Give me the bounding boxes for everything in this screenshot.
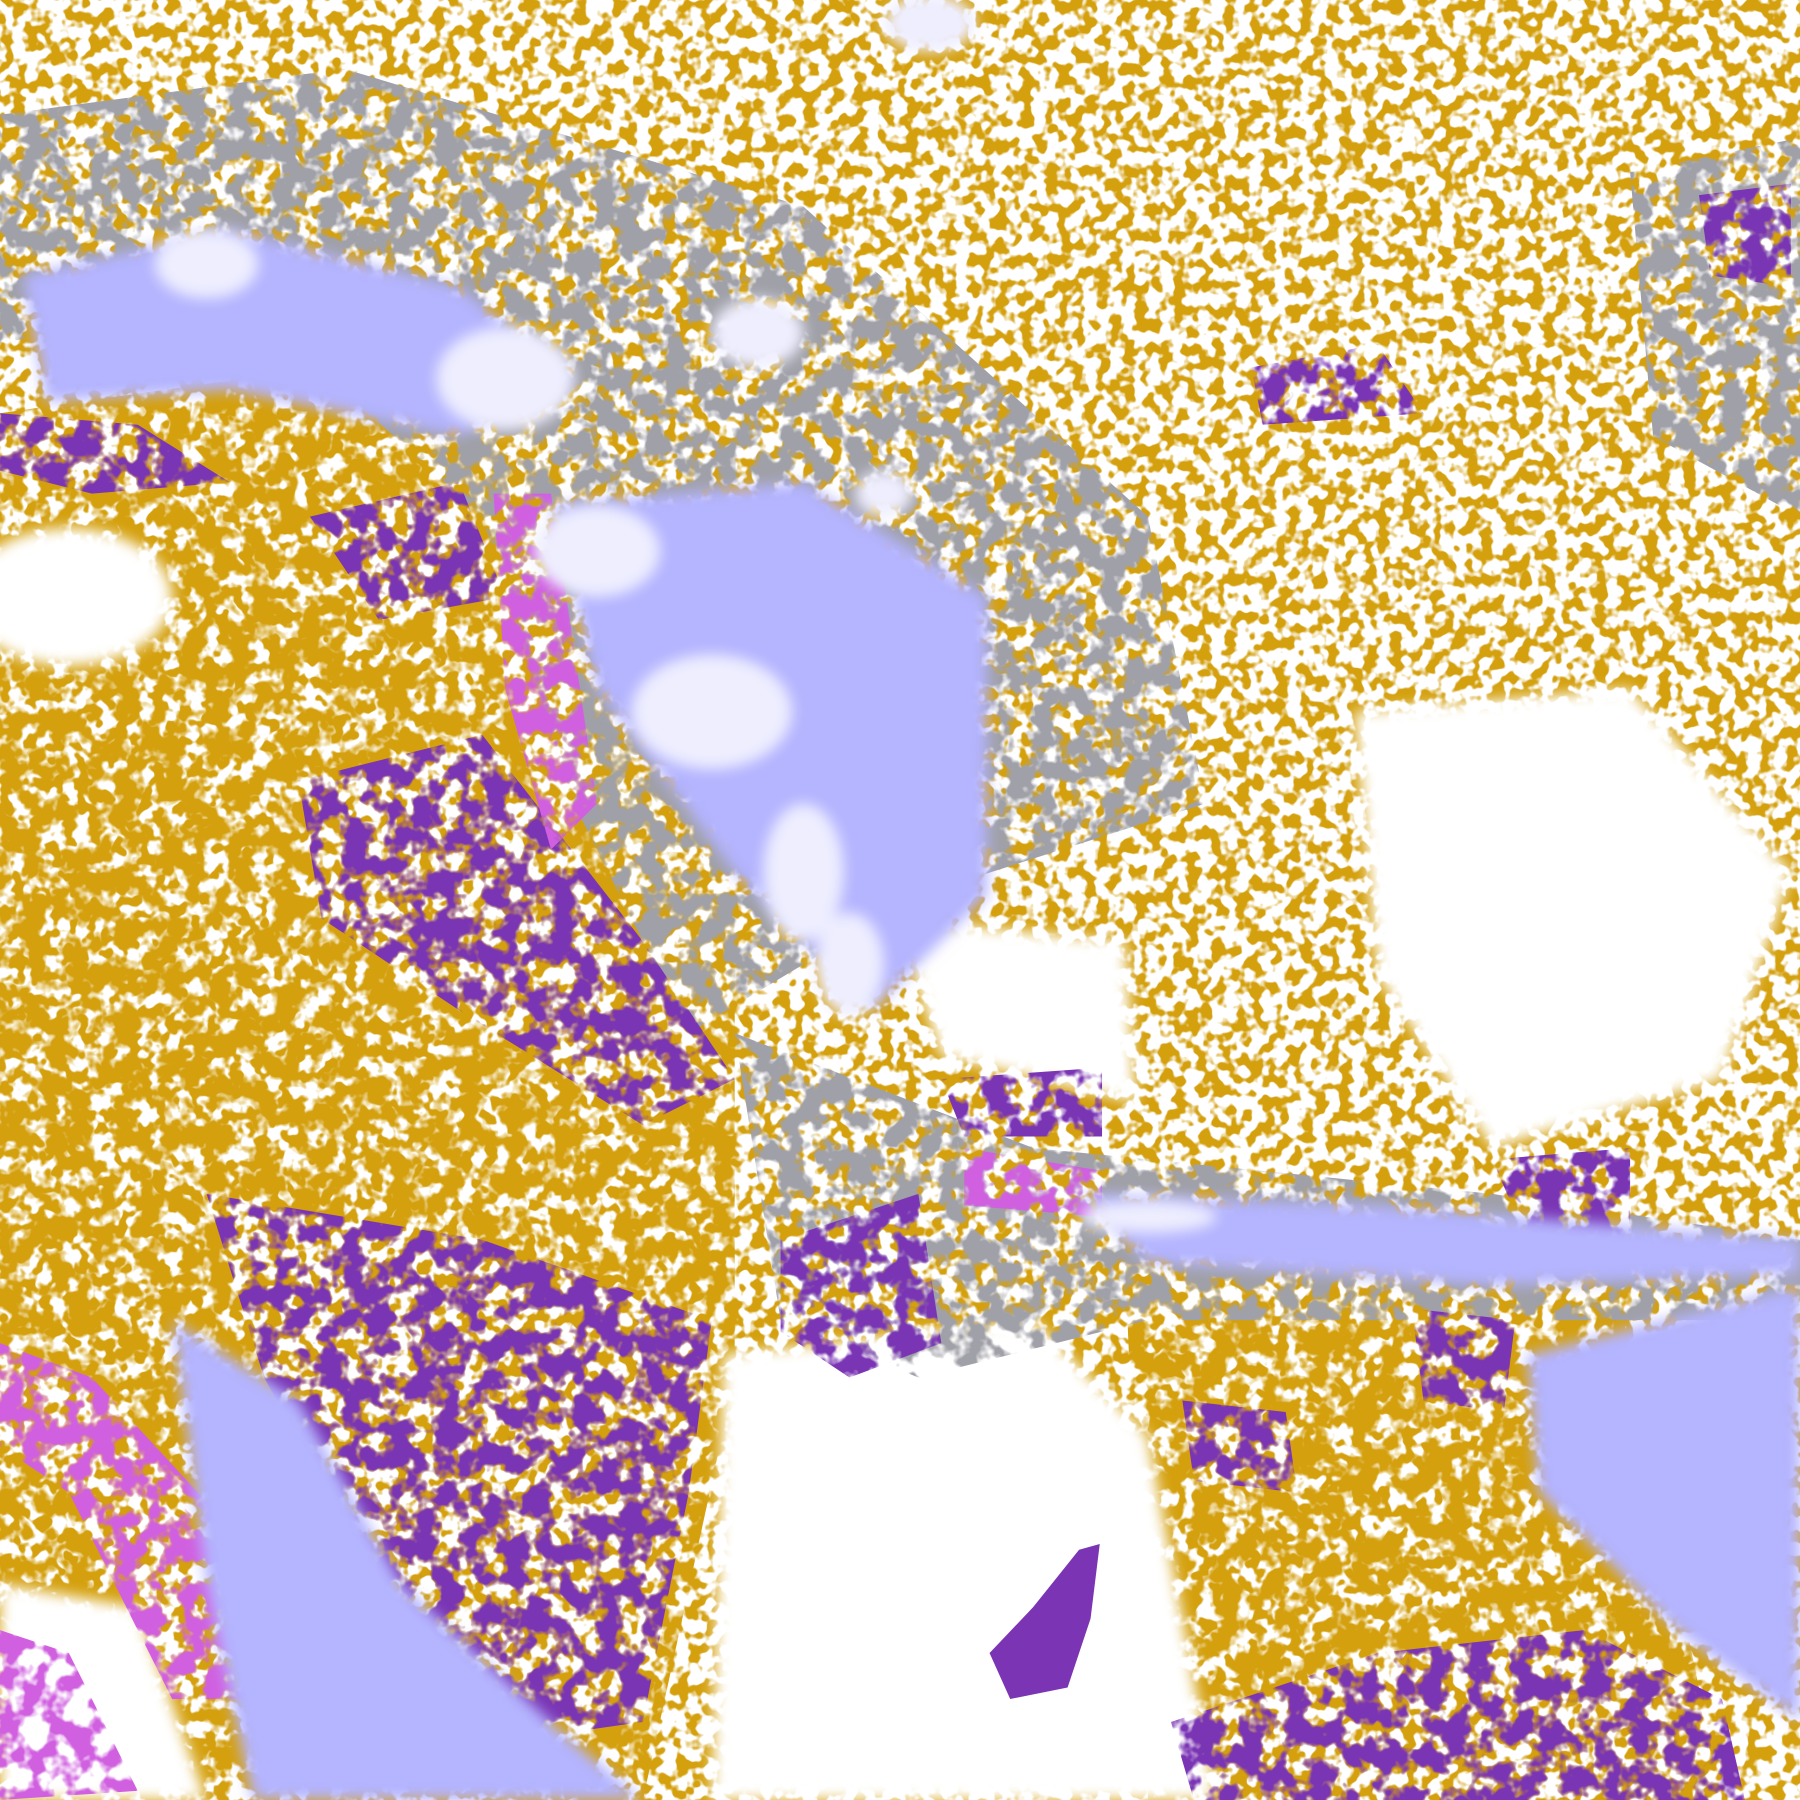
lavender-cloud-regions: [22, 229, 1800, 1800]
purple-regions: [0, 183, 1791, 1800]
purple-island: [989, 1544, 1100, 1699]
pale-cloud-regions: [154, 0, 1217, 1233]
clear-regions: [0, 528, 1791, 1800]
magenta-regions: [0, 493, 1103, 1800]
